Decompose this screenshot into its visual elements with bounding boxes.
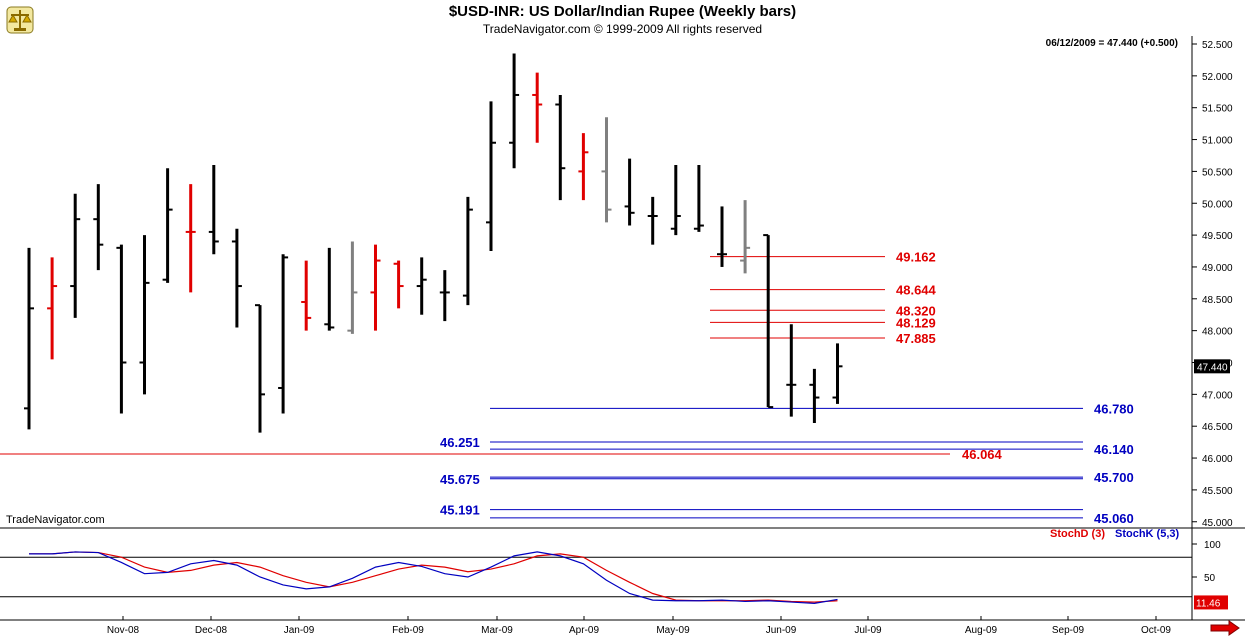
ohlc-bar [763,234,774,409]
scale-logo-icon[interactable] [4,4,36,36]
level-label: 45.675 [440,472,480,487]
date-tick-label: Aug-09 [965,625,998,636]
price-tick-label: 48.500 [1202,295,1233,306]
ohlc-bar [532,72,543,143]
ohlc-bar [393,260,404,309]
stoch-tick-label: 50 [1204,573,1216,584]
ohlc-bar [809,368,820,424]
level-label: 45.060 [1094,511,1134,526]
ohlc-bar [832,343,843,404]
date-tick-label: Jun-09 [766,625,797,636]
price-tick-label: 51.000 [1202,136,1233,147]
level-label: 46.064 [962,447,1003,462]
date-tick-label: Dec-08 [195,625,228,636]
price-tick-label: 45.000 [1202,518,1233,529]
ohlc-bar [93,184,104,271]
date-tick-label: Oct-09 [1141,625,1171,636]
stoch-d-legend: StochD (3) [1050,528,1105,540]
ohlc-bar [439,270,450,322]
level-label: 47.885 [896,331,936,346]
level-label: 48.129 [896,315,936,330]
date-tick-label: Apr-09 [569,625,599,636]
last-price-label: 47.440 [1197,362,1228,373]
ohlc-bar [255,304,265,433]
level-label: 46.251 [440,435,480,450]
stochastic-panel: 100 50 11.46 [0,540,1228,610]
frame-lines [0,36,1245,621]
level-label: 45.700 [1094,470,1134,485]
date-tick-label: Jan-09 [284,625,315,636]
date-tick-label: Mar-09 [481,625,513,636]
stoch-d-line [29,551,838,603]
price-tick-label: 50.000 [1202,199,1233,210]
stoch-k-line [29,551,838,605]
ohlc-bar [370,244,381,331]
price-tick-label: 52.500 [1202,40,1233,51]
ohlc-bar [740,200,751,274]
ohlc-bar [786,324,797,417]
ohlc-bar [601,117,612,223]
right-arrow-icon[interactable] [1209,620,1241,636]
ohlc-bar [231,228,242,328]
chart-title: $USD-INR: US Dollar/Indian Rupee (Weekly… [448,3,797,20]
level-label: 48.320 [896,303,936,318]
ohlc-bar [208,165,219,255]
price-tick-label: 50.500 [1202,167,1233,178]
ohlc-bar [301,260,312,331]
ohlc-bar [416,257,427,315]
price-tick-label: 49.500 [1202,231,1233,242]
price-tick-label: 46.000 [1202,454,1233,465]
price-tick-label: 52.000 [1202,72,1233,83]
ohlc-bar [647,196,658,245]
ohlc-bar [278,254,289,414]
price-tick-label: 46.500 [1202,422,1233,433]
date-tick-label: Jul-09 [854,625,882,636]
stoch-last-label: 11.46 [1196,598,1221,609]
price-bars [24,53,843,433]
level-label: 48.644 [896,283,937,298]
watermark: TradeNavigator.com [6,514,105,526]
price-tick-label: 45.500 [1202,486,1233,497]
stoch-last-box [1194,595,1228,610]
level-label: 46.140 [1094,442,1134,457]
price-tick-label: 48.000 [1202,327,1233,338]
date-tick-label: Feb-09 [392,625,424,636]
ohlc-bar [324,247,335,331]
price-tick-label: 47.000 [1202,390,1233,401]
ohlc-bar [162,168,173,283]
ohlc-bar [693,165,704,232]
ohlc-bar [670,165,681,236]
ohlc-bar [624,158,635,226]
ohlc-bar [509,53,520,169]
level-label: 46.780 [1094,401,1134,416]
level-label: 45.191 [440,503,480,518]
price-readout: 06/12/2009 = 47.440 (+0.500) [1045,38,1178,49]
date-axis: Nov-08 Dec-08 Jan-09 Feb-09 Mar-09 Apr-09 May-… [107,616,1171,636]
ohlc-bar [578,133,589,201]
ohlc-bar [347,241,358,334]
ohlc-bar [185,184,196,293]
date-tick-label: Sep-09 [1052,625,1085,636]
date-tick-label: May-09 [656,625,690,636]
ohlc-bar [47,257,58,360]
ohlc-bar [139,235,150,395]
ohlc-bar [70,193,81,318]
last-price-box [1194,359,1230,374]
ohlc-bar [486,101,496,252]
level-label: 49.162 [896,250,936,265]
price-axis: 52.500 52.000 51.500 51.000 50.500 50.000 49.5… [1192,40,1233,529]
ohlc-bar [462,196,473,306]
ohlc-bar [116,244,127,414]
date-tick-label: Nov-08 [107,625,140,636]
chart-subtitle: TradeNavigator.com © 1999-2009 All right… [482,22,763,36]
price-tick-label: 51.500 [1202,104,1233,115]
ohlc-bar [555,94,566,201]
ohlc-bar [717,206,727,267]
price-tick-label: 49.000 [1202,263,1233,274]
stoch-k-legend: StochK (5,3) [1115,528,1180,540]
stoch-tick-label: 100 [1204,540,1221,551]
ohlc-bar [24,247,34,430]
